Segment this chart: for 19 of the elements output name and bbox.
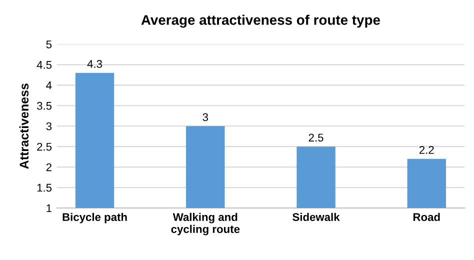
y-tick-label: 2.5 <box>37 142 52 151</box>
chart-title: Average attractiveness of route type <box>141 14 380 28</box>
y-tick-label: 3.5 <box>37 102 52 110</box>
x-tick-label: Walking and cycling route <box>171 212 240 236</box>
data-label: 2.2 <box>419 146 434 154</box>
y-tick-label: 2 <box>46 163 52 172</box>
x-tick-label: Bicycle path <box>62 212 127 224</box>
x-tick-label: Sidewalk <box>292 212 340 222</box>
data-label: 3 <box>202 113 208 122</box>
y-tick-label: 1.5 <box>37 184 52 192</box>
data-label: 2.5 <box>308 134 324 142</box>
y-tick-label: 4.5 <box>36 61 52 69</box>
y-tick-label: 4 <box>46 82 52 90</box>
y-tick-label: 3 <box>46 122 52 130</box>
x-tick-label: Road <box>413 212 440 222</box>
y-tick-label: 1 <box>46 204 52 212</box>
data-label: 4.3 <box>87 60 102 68</box>
y-tick-label: 5 <box>46 40 52 48</box>
y-axis-title: Attractiveness <box>19 84 29 169</box>
